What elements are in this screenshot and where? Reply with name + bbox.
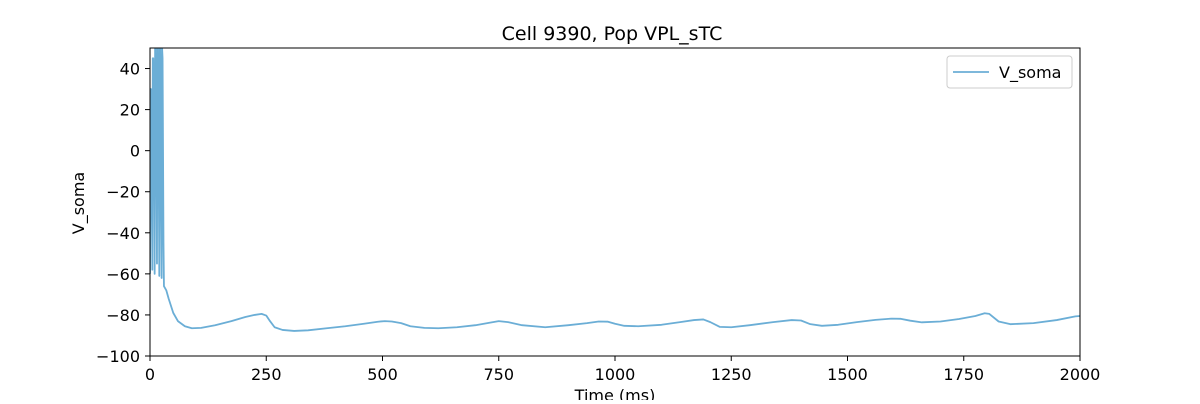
x-tick-label: 500 [367,365,398,384]
y-tick-label: −100 [96,347,140,366]
series-line-v-soma [150,48,1080,332]
y-tick-label: −40 [106,224,140,243]
plot-area [150,48,1080,356]
plot-frame [149,47,1081,357]
x-tick-label: 1500 [827,365,868,384]
y-tick-label: −80 [106,306,140,325]
chart-title: Cell 9390, Pop VPL_sTC [502,23,723,45]
y-axis-label: V_soma [69,172,89,234]
x-tick-label: 2000 [1060,365,1101,384]
x-axis-label: Time (ms) [574,386,656,400]
x-tick-label: 250 [251,365,282,384]
y-tick-label: −60 [106,265,140,284]
x-tick-label: 750 [483,365,514,384]
y-axis-ticks: −100 −80 −60 −40 −20 0 20 40 [96,60,150,366]
x-tick-label: 1250 [711,365,752,384]
legend-box [946,55,1073,89]
y-tick-label: 40 [120,60,140,79]
x-tick-label: 0 [145,365,155,384]
x-tick-label: 1750 [943,365,984,384]
y-tick-label: 20 [120,101,140,120]
y-tick-label: 0 [130,142,140,161]
x-tick-label: 1000 [595,365,636,384]
x-axis-ticks: 0 250 500 750 1000 1250 1500 1750 2000 [145,356,1100,384]
y-tick-label: −20 [106,183,140,202]
legend-label: V_soma [999,63,1061,83]
legend: V_soma [946,55,1073,89]
